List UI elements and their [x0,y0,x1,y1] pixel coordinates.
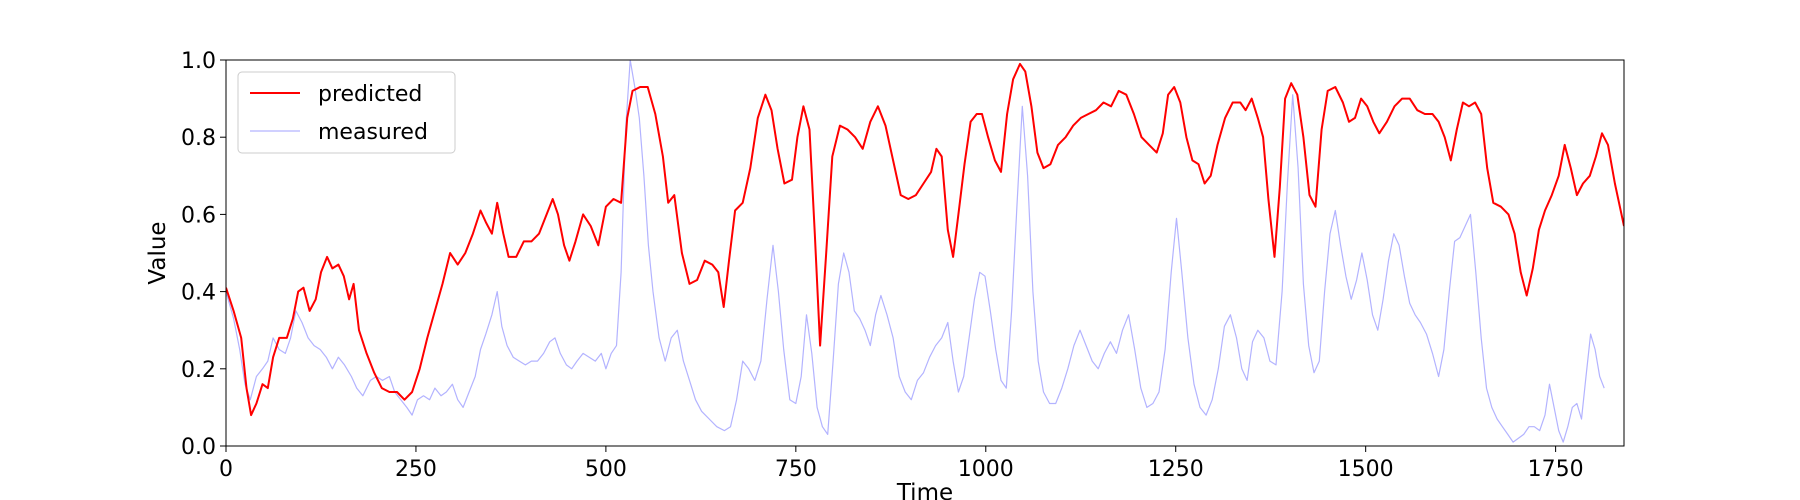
x-tick-label: 1000 [958,457,1014,482]
x-tick-label: 1500 [1338,457,1394,482]
y-tick-label: 1.0 [181,49,216,74]
y-axis: 0.0 0.2 0.4 0.6 0.8 1.0 [181,49,226,460]
plot-frame [225,59,1625,447]
x-axis-title: Time [896,480,953,500]
x-tick-label: 500 [585,457,627,482]
y-axis-title: Value [145,221,171,284]
legend-label-predicted: predicted [318,82,422,107]
legend: predicted measured [237,71,456,154]
x-tick-label: 250 [395,457,437,482]
y-tick-label: 0.0 [181,435,216,460]
x-tick-label: 1250 [1148,457,1204,482]
series-line-predicted [226,62,1624,417]
plot-area [226,60,1624,446]
y-tick-label: 0.8 [181,126,216,151]
x-tick-label: 1750 [1528,457,1584,482]
x-tick-label: 750 [775,457,817,482]
series-line-measured [226,60,1605,443]
y-tick-label: 0.2 [181,358,216,383]
x-axis: 0 250 500 750 1000 1250 1500 1750 [219,446,1584,482]
y-tick-label: 0.4 [181,281,216,306]
series-layer [226,60,1624,443]
legend-label-measured: measured [318,120,428,145]
x-tick-label: 0 [219,457,233,482]
y-tick-label: 0.6 [181,203,216,228]
